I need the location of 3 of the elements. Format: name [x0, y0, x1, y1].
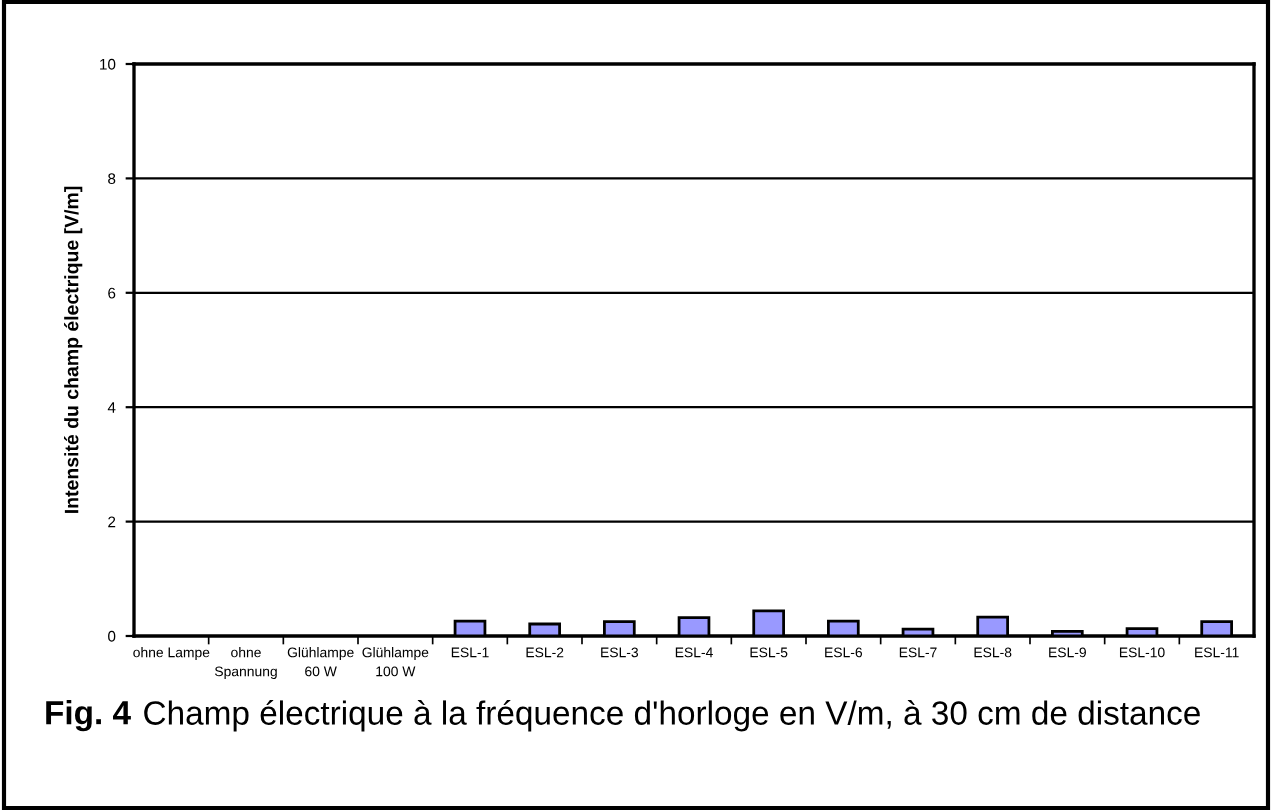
y-axis-title: Intensité du champ électrique [V/m]	[63, 186, 83, 513]
caption: Fig. 4	[46, 700, 131, 732]
text: Champ électrique à la fréquence d'horloge en V/m, à 30 cm de distance	[144, 700, 1200, 732]
